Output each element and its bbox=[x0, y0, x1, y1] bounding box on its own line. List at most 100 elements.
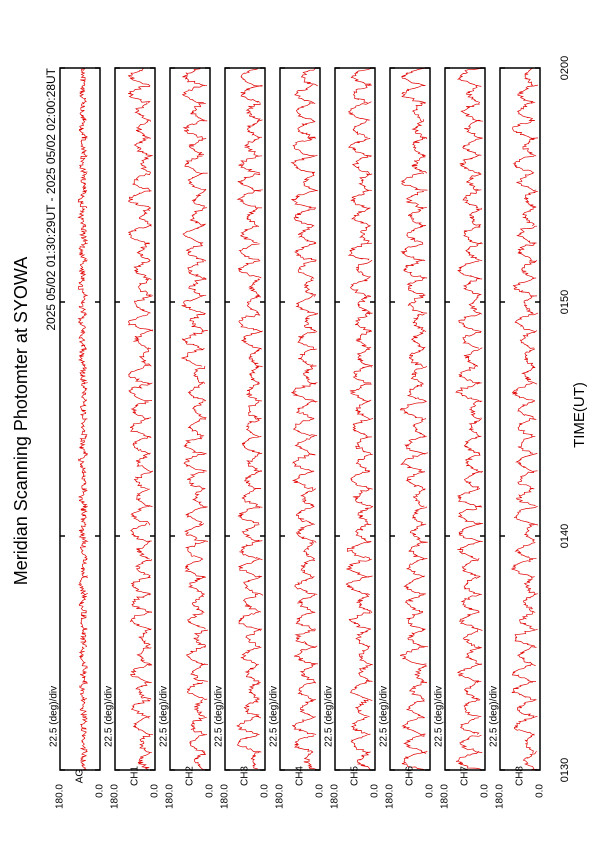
scan-trace bbox=[463, 435, 482, 456]
y-tick-label: 180.0 bbox=[55, 784, 66, 809]
scan-trace bbox=[458, 505, 482, 525]
scan-trace bbox=[185, 506, 208, 525]
scan-trace bbox=[184, 523, 208, 542]
scan-trace bbox=[355, 436, 372, 455]
scan-trace bbox=[183, 120, 208, 139]
scan-trace bbox=[127, 190, 152, 210]
scan-trace bbox=[132, 173, 151, 192]
scan-trace bbox=[181, 330, 208, 350]
scan-trace bbox=[187, 611, 206, 630]
scan-trace bbox=[127, 364, 151, 385]
scale-label: 22.5 (deg)/div bbox=[214, 686, 225, 747]
scan-trace bbox=[348, 611, 372, 630]
scan-trace bbox=[458, 523, 483, 542]
scan-trace bbox=[136, 540, 151, 560]
scan-trace bbox=[193, 629, 208, 649]
scan-trace bbox=[246, 207, 260, 227]
scan-trace bbox=[236, 715, 260, 735]
scan-trace bbox=[355, 260, 373, 280]
scan-trace bbox=[187, 382, 207, 402]
scan-trace bbox=[78, 296, 87, 314]
scan-trace bbox=[463, 628, 482, 649]
scan-trace bbox=[468, 295, 482, 315]
scan-trace bbox=[181, 84, 208, 103]
scan-trace bbox=[521, 259, 537, 280]
scan-trace bbox=[300, 559, 316, 578]
scan-trace bbox=[293, 645, 318, 665]
scan-trace bbox=[80, 68, 86, 87]
scan-trace bbox=[457, 260, 480, 279]
traces bbox=[290, 68, 319, 770]
scan-trace bbox=[184, 155, 208, 174]
y-tick-label: 180.0 bbox=[220, 784, 231, 809]
scan-trace bbox=[358, 645, 373, 666]
scan-trace bbox=[246, 295, 260, 314]
scan-trace bbox=[522, 751, 537, 770]
scan-trace bbox=[297, 225, 317, 245]
scale-label: 22.5 (deg)/div bbox=[49, 686, 60, 747]
scan-trace bbox=[183, 436, 207, 455]
panel-frame bbox=[59, 67, 101, 771]
traces bbox=[455, 68, 484, 770]
scan-trace bbox=[468, 417, 482, 437]
scan-trace bbox=[136, 647, 153, 666]
scan-trace bbox=[410, 365, 428, 384]
scan-trace bbox=[237, 734, 262, 753]
scan-trace bbox=[248, 365, 260, 385]
panel-frame bbox=[114, 67, 156, 771]
scan-trace bbox=[297, 593, 316, 614]
scan-trace bbox=[193, 365, 206, 384]
scan-trace bbox=[352, 364, 373, 384]
traces bbox=[127, 68, 154, 770]
traces bbox=[511, 68, 539, 770]
scan-trace bbox=[457, 488, 483, 508]
scan-trace bbox=[403, 575, 426, 595]
scan-trace bbox=[79, 682, 88, 701]
scan-trace bbox=[517, 471, 535, 490]
scan-trace bbox=[356, 347, 373, 368]
scan-trace bbox=[514, 542, 537, 560]
scan-trace bbox=[412, 418, 427, 438]
scan-trace bbox=[79, 716, 88, 737]
scan-trace bbox=[303, 751, 318, 770]
scan-trace bbox=[190, 716, 207, 736]
y-tick-label: 0.0 bbox=[535, 784, 546, 798]
scan-trace bbox=[461, 557, 480, 577]
scan-trace bbox=[404, 436, 427, 455]
traces bbox=[236, 68, 264, 770]
scan-trace bbox=[405, 558, 428, 578]
scan-trace bbox=[463, 347, 483, 367]
scan-trace bbox=[456, 663, 482, 684]
scan-trace bbox=[244, 663, 260, 683]
scan-trace bbox=[524, 733, 535, 754]
scan-trace bbox=[129, 417, 152, 438]
scan-trace bbox=[240, 68, 263, 87]
scan-trace bbox=[303, 277, 317, 297]
panel-frame bbox=[279, 67, 321, 771]
y-tick-label: 0.0 bbox=[95, 784, 106, 798]
scan-trace bbox=[240, 646, 262, 666]
scan-trace bbox=[244, 137, 260, 157]
scan-trace bbox=[130, 522, 152, 542]
scan-trace bbox=[243, 470, 262, 490]
scan-trace bbox=[352, 418, 374, 437]
scan-trace bbox=[410, 523, 428, 543]
scan-trace bbox=[80, 612, 88, 630]
scan-trace bbox=[517, 435, 536, 454]
scan-trace bbox=[400, 172, 428, 191]
scan-trace bbox=[130, 576, 151, 596]
scan-trace bbox=[357, 663, 373, 683]
scan-trace bbox=[355, 330, 372, 349]
channel-label: CH5 bbox=[350, 766, 361, 786]
scan-trace bbox=[297, 681, 316, 702]
scan-trace bbox=[355, 453, 373, 473]
scan-trace bbox=[189, 734, 207, 754]
scan-trace bbox=[78, 329, 87, 350]
scan-trace bbox=[77, 277, 89, 297]
scan-trace bbox=[408, 681, 427, 700]
scan-trace bbox=[78, 348, 87, 366]
scan-trace bbox=[78, 488, 88, 508]
scan-trace bbox=[139, 734, 152, 754]
scan-trace bbox=[298, 348, 317, 366]
rotated-figure: Meridian Scanning Photomter at SYOWA 202… bbox=[11, 56, 588, 809]
